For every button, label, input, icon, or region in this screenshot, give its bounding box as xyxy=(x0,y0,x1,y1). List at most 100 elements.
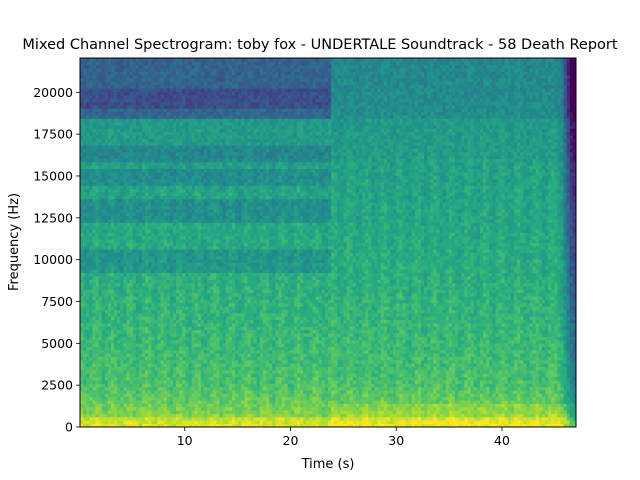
heatmap-cell xyxy=(163,64,168,69)
heatmap-cell xyxy=(120,302,124,307)
heatmap-cell xyxy=(114,363,118,368)
heatmap-cell xyxy=(129,104,134,109)
heatmap-cell xyxy=(207,205,211,210)
heatmap-cell xyxy=(111,359,115,364)
heatmap-cell xyxy=(169,188,174,193)
heatmap-cell xyxy=(157,316,161,321)
heatmap-cell xyxy=(148,141,152,146)
heatmap-cell xyxy=(176,265,180,270)
heatmap-cell xyxy=(182,269,186,274)
heatmap-cell xyxy=(148,222,152,227)
heatmap-cell xyxy=(210,192,214,196)
heatmap-cell xyxy=(92,410,96,414)
heatmap-cell xyxy=(114,205,118,210)
heatmap-cell xyxy=(194,175,199,180)
heatmap-cell xyxy=(98,383,103,388)
heatmap-cell xyxy=(157,326,161,331)
heatmap-cell xyxy=(210,249,214,253)
heatmap-cell xyxy=(148,188,152,193)
heatmap-cell xyxy=(179,115,183,119)
heatmap-cell xyxy=(210,145,214,149)
heatmap-cell xyxy=(157,299,161,304)
heatmap-cell xyxy=(213,141,217,146)
heatmap-cell xyxy=(207,296,211,300)
heatmap-cell xyxy=(104,306,109,310)
heatmap-cell xyxy=(132,396,137,401)
heatmap-cell xyxy=(151,252,155,257)
heatmap-cell xyxy=(207,356,211,361)
heatmap-cell xyxy=(213,235,217,240)
heatmap-cell xyxy=(95,198,99,203)
heatmap-cell xyxy=(138,84,143,89)
heatmap-cell xyxy=(182,420,186,425)
heatmap-cell xyxy=(104,349,109,354)
heatmap-cell xyxy=(120,282,124,287)
heatmap-cell xyxy=(182,148,186,153)
heatmap-cell xyxy=(154,202,158,206)
heatmap-cell xyxy=(176,289,180,294)
heatmap-cell xyxy=(179,366,183,371)
heatmap-cell xyxy=(117,336,121,341)
heatmap-cell xyxy=(123,94,127,99)
heatmap-cell xyxy=(200,276,205,280)
heatmap-cell xyxy=(104,215,109,220)
heatmap-cell xyxy=(207,78,211,82)
heatmap-cell xyxy=(92,94,96,99)
heatmap-cell xyxy=(138,101,143,106)
heatmap-cell xyxy=(169,272,174,277)
heatmap-cell xyxy=(89,219,93,223)
heatmap-cell xyxy=(194,336,199,341)
heatmap-cell xyxy=(101,383,106,388)
heatmap-cell xyxy=(200,202,205,206)
heatmap-cell xyxy=(104,198,109,203)
heatmap-cell xyxy=(98,118,103,123)
heatmap-cell xyxy=(182,259,186,264)
heatmap-cell xyxy=(160,108,165,113)
heatmap-cell xyxy=(101,359,106,364)
heatmap-cell xyxy=(182,165,186,170)
heatmap-cell xyxy=(169,249,174,253)
heatmap-cell xyxy=(145,61,149,66)
heatmap-cell xyxy=(104,319,109,324)
heatmap-cell xyxy=(166,423,171,427)
heatmap-cell xyxy=(129,168,134,173)
heatmap-cell xyxy=(166,71,171,76)
heatmap-cell xyxy=(83,165,87,170)
heatmap-cell xyxy=(216,289,220,294)
heatmap-cell xyxy=(173,413,177,418)
heatmap-cell xyxy=(86,255,90,260)
heatmap-cell xyxy=(104,366,109,371)
heatmap-cell xyxy=(179,265,183,270)
heatmap-cell xyxy=(213,302,217,307)
heatmap-cell xyxy=(219,289,223,294)
heatmap-cell xyxy=(157,373,161,378)
heatmap-cell xyxy=(142,208,146,213)
heatmap-cell xyxy=(169,262,174,267)
heatmap-cell xyxy=(101,319,106,324)
heatmap-cell xyxy=(207,118,211,123)
heatmap-cell xyxy=(166,78,171,82)
heatmap-cell xyxy=(197,296,202,300)
heatmap-cell xyxy=(86,128,90,133)
heatmap-cell xyxy=(179,61,183,66)
heatmap-cell xyxy=(120,289,124,294)
heatmap-cell xyxy=(129,182,134,186)
heatmap-cell xyxy=(197,178,202,183)
heatmap-cell xyxy=(148,81,152,86)
heatmap-cell xyxy=(157,242,161,247)
heatmap-cell xyxy=(154,349,158,354)
heatmap-cell xyxy=(80,373,84,378)
heatmap-cell xyxy=(107,292,112,297)
heatmap-cell xyxy=(114,309,118,314)
heatmap-cell xyxy=(120,61,124,66)
heatmap-cell xyxy=(216,329,220,334)
heatmap-cell xyxy=(191,269,196,274)
heatmap-cell xyxy=(142,316,146,321)
heatmap-cell xyxy=(207,141,211,146)
heatmap-cell xyxy=(80,306,84,310)
heatmap-cell xyxy=(160,165,165,170)
heatmap-cell xyxy=(216,141,220,146)
heatmap-cell xyxy=(132,282,137,287)
heatmap-cell xyxy=(111,131,115,136)
heatmap-cell xyxy=(86,276,90,280)
